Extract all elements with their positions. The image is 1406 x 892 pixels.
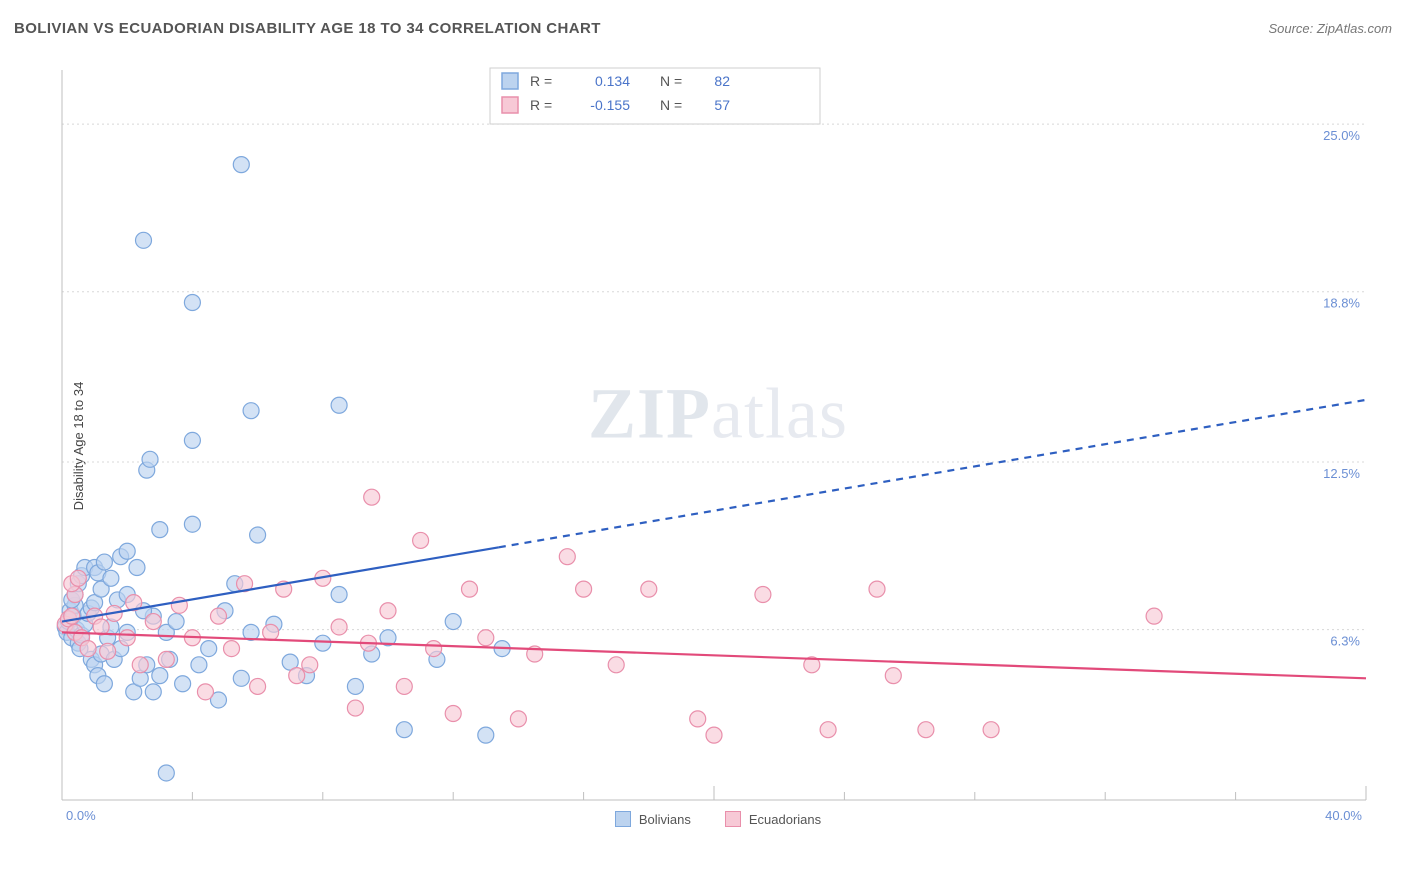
data-point	[119, 630, 135, 646]
data-point	[100, 643, 116, 659]
data-point	[263, 624, 279, 640]
stats-r-value: -0.155	[590, 97, 630, 113]
y-tick-label: 25.0%	[1323, 128, 1360, 143]
data-point	[96, 676, 112, 692]
data-point	[462, 581, 478, 597]
data-point	[191, 657, 207, 673]
stats-n-value: 57	[714, 97, 730, 113]
data-point	[706, 727, 722, 743]
data-point	[396, 678, 412, 694]
data-point	[80, 641, 96, 657]
data-point	[210, 608, 226, 624]
data-point	[250, 678, 266, 694]
data-point	[315, 635, 331, 651]
legend-item-bolivians: Bolivians	[615, 811, 691, 827]
chart-title: BOLIVIAN VS ECUADORIAN DISABILITY AGE 18…	[14, 20, 601, 37]
data-point	[820, 722, 836, 738]
swatch-icon	[615, 811, 631, 827]
data-point	[224, 641, 240, 657]
data-point	[347, 700, 363, 716]
data-point	[918, 722, 934, 738]
data-point	[184, 432, 200, 448]
y-tick-label: 12.5%	[1323, 466, 1360, 481]
stats-label: R =	[530, 73, 552, 89]
data-point	[576, 581, 592, 597]
legend-label: Ecuadorians	[749, 812, 821, 827]
data-point	[885, 668, 901, 684]
data-point	[983, 722, 999, 738]
stats-n-value: 82	[714, 73, 730, 89]
data-point	[184, 516, 200, 532]
data-point	[175, 676, 191, 692]
swatch-icon	[725, 811, 741, 827]
data-point	[364, 489, 380, 505]
data-point	[608, 657, 624, 673]
data-point	[347, 678, 363, 694]
data-point	[755, 587, 771, 603]
y-tick-label: 6.3%	[1330, 634, 1360, 649]
data-point	[331, 397, 347, 413]
data-point	[168, 614, 184, 630]
data-point	[478, 727, 494, 743]
data-point	[250, 527, 266, 543]
data-point	[445, 705, 461, 721]
stats-label: R =	[530, 97, 552, 113]
legend-item-ecuadorians: Ecuadorians	[725, 811, 821, 827]
data-point	[641, 581, 657, 597]
data-point	[559, 549, 575, 565]
data-point	[233, 157, 249, 173]
data-point	[380, 603, 396, 619]
data-point	[413, 532, 429, 548]
y-tick-label: 18.8%	[1323, 296, 1360, 311]
legend-bottom: Bolivians Ecuadorians	[50, 808, 1386, 830]
data-point	[302, 657, 318, 673]
data-point	[119, 543, 135, 559]
data-point	[426, 641, 442, 657]
data-point	[70, 570, 86, 586]
data-point	[1146, 608, 1162, 624]
data-point	[869, 581, 885, 597]
data-point	[233, 670, 249, 686]
data-point	[331, 619, 347, 635]
data-point	[136, 232, 152, 248]
data-point	[96, 554, 112, 570]
data-point	[142, 451, 158, 467]
data-point	[158, 651, 174, 667]
source-label: Source: ZipAtlas.com	[1268, 21, 1392, 36]
scatter-chart: 6.3%12.5%18.8%25.0%0.0%40.0%R =0.134N =8…	[50, 60, 1386, 830]
swatch-icon	[502, 73, 518, 89]
stats-r-value: 0.134	[595, 73, 630, 89]
data-point	[158, 765, 174, 781]
swatch-icon	[502, 97, 518, 113]
data-point	[396, 722, 412, 738]
data-point	[445, 614, 461, 630]
data-point	[478, 630, 494, 646]
data-point	[289, 668, 305, 684]
data-point	[129, 559, 145, 575]
data-point	[145, 614, 161, 630]
data-point	[132, 657, 148, 673]
data-point	[145, 684, 161, 700]
data-point	[331, 587, 347, 603]
data-point	[152, 668, 168, 684]
data-point	[243, 403, 259, 419]
data-point	[197, 684, 213, 700]
data-point	[510, 711, 526, 727]
data-point	[201, 641, 217, 657]
trend-line-dashed	[499, 400, 1366, 547]
stats-label: N =	[660, 97, 682, 113]
legend-label: Bolivians	[639, 812, 691, 827]
data-point	[184, 295, 200, 311]
trend-line	[62, 632, 1366, 678]
plot-area: ZIPatlas 6.3%12.5%18.8%25.0%0.0%40.0%R =…	[50, 60, 1386, 830]
stats-label: N =	[660, 73, 682, 89]
data-point	[690, 711, 706, 727]
data-point	[103, 570, 119, 586]
data-point	[152, 522, 168, 538]
